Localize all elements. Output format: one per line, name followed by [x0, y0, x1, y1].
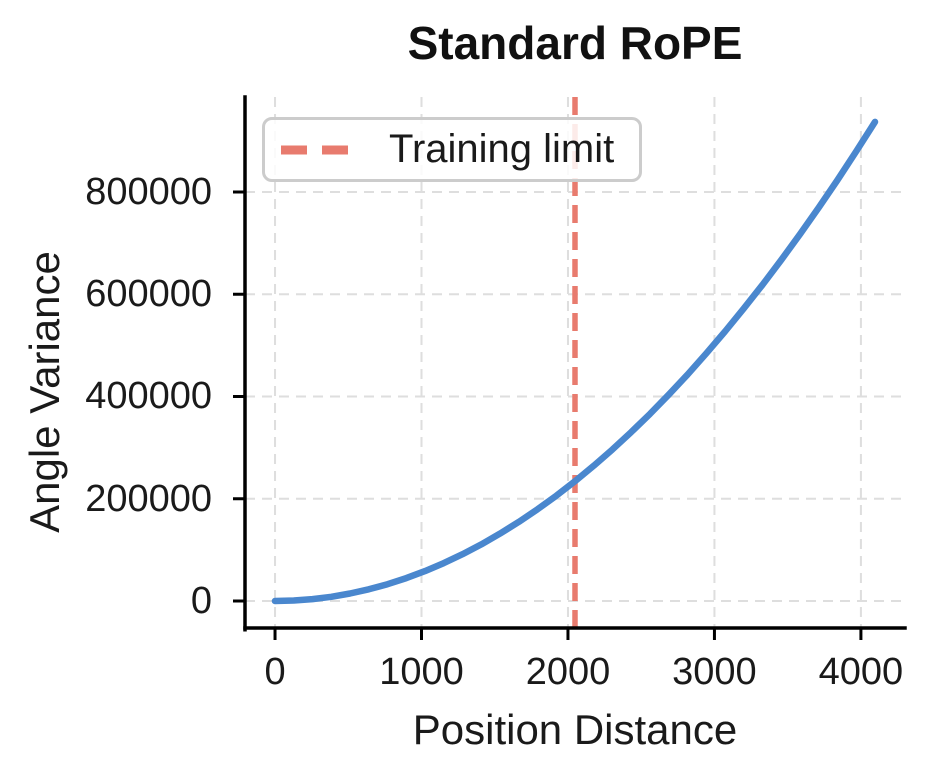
legend-label: Training limit	[389, 127, 615, 171]
x-tick-label: 4000	[818, 651, 904, 693]
x-tick-label: 2000	[525, 651, 611, 693]
x-axis-label: Position Distance	[412, 706, 738, 753]
legend-dashed-line-icon	[281, 145, 357, 154]
x-tick-label: 1000	[379, 651, 464, 693]
x-tick-label: 3000	[672, 651, 757, 693]
y-tick-label: 200000	[85, 477, 212, 520]
y-tick-label: 400000	[85, 375, 212, 418]
series-line	[271, 118, 879, 605]
y-tick-label: 0	[190, 580, 212, 622]
chart-title: Standard RoPE	[407, 17, 743, 69]
y-tick-label: 600000	[85, 273, 212, 316]
legend: Training limit	[262, 117, 642, 182]
y-tick-label: 800000	[85, 170, 212, 213]
x-tick-label: 0	[264, 651, 286, 693]
